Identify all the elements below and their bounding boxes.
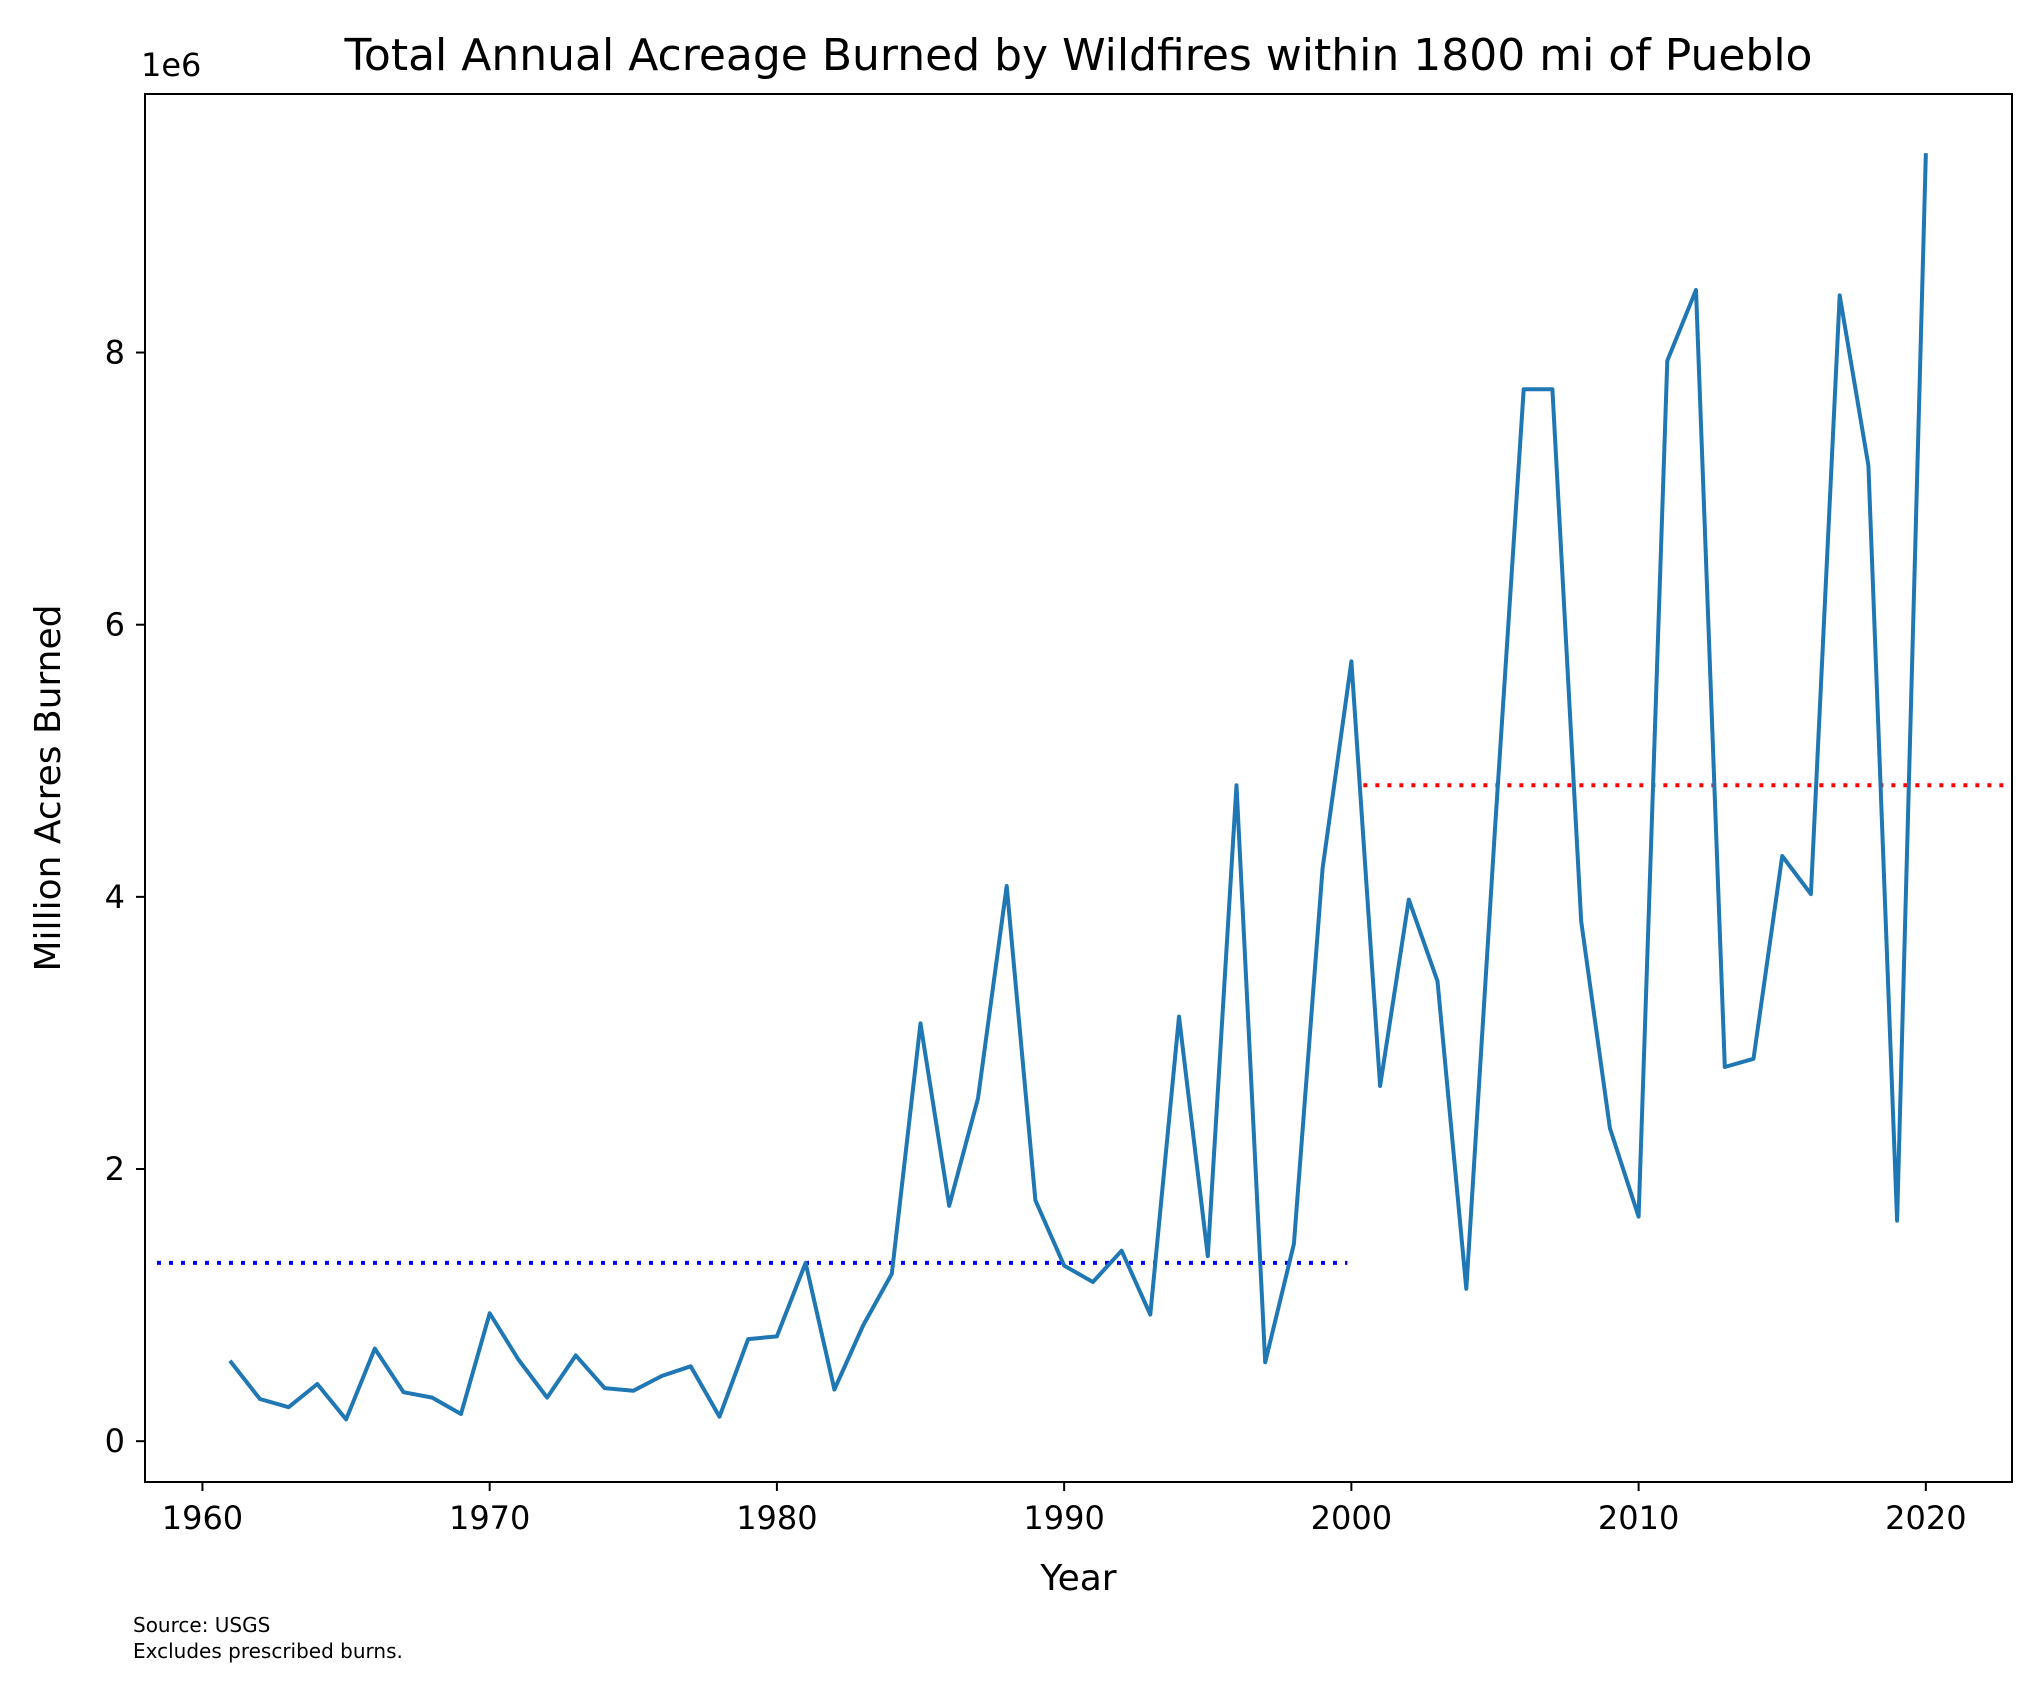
- y-tick-label: 8: [105, 334, 125, 372]
- y-tick-label: 0: [105, 1422, 125, 1460]
- series-line: [228, 153, 1928, 1422]
- footnote-exclusion: Excludes prescribed burns.: [133, 1639, 403, 1663]
- y-tick-label: 4: [105, 878, 125, 916]
- x-axis: 1960 1970 1980 1990 2000 2010 2020: [162, 1482, 1967, 1537]
- y-axis-offset-label: 1e6: [141, 46, 201, 84]
- chart-title: Total Annual Acreage Burned by Wildfires…: [344, 30, 1813, 81]
- x-tick-label: 1970: [449, 1499, 530, 1537]
- y-tick-label: 6: [105, 606, 125, 644]
- y-tick-label: 2: [105, 1150, 125, 1188]
- x-axis-label: Year: [1039, 1558, 1116, 1599]
- x-tick-label: 2020: [1885, 1499, 1966, 1537]
- plot-area-frame: [144, 93, 2013, 1483]
- x-tick-label: 1980: [736, 1499, 817, 1537]
- x-tick-label: 1990: [1023, 1499, 1104, 1537]
- series-layer: [228, 153, 1928, 1422]
- y-axis-label: Million Acres Burned: [28, 605, 69, 972]
- x-tick-label: 2010: [1598, 1499, 1679, 1537]
- reference-lines: [157, 783, 2008, 1265]
- y-axis: 0 2 4 6 8: [105, 334, 145, 1460]
- x-tick-label: 2000: [1311, 1499, 1392, 1537]
- footnote-source: Source: USGS: [133, 1613, 270, 1637]
- x-tick-label: 1960: [162, 1499, 243, 1537]
